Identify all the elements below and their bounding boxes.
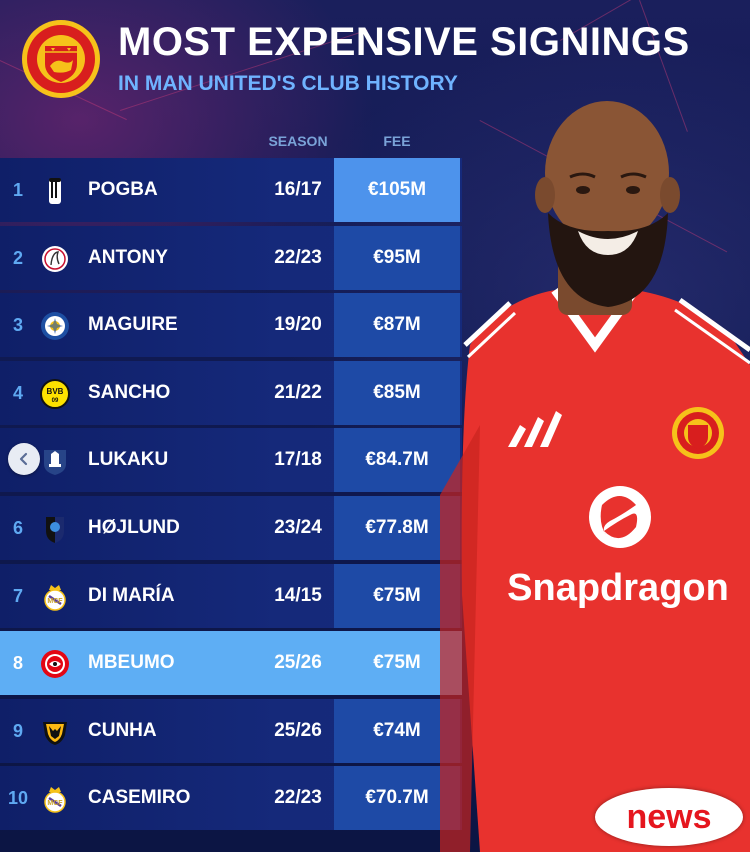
table-row: 2 ANTONY 22/23 €95M bbox=[0, 225, 462, 290]
brentford-badge-icon bbox=[41, 650, 69, 679]
season-value: 23/24 bbox=[274, 516, 322, 538]
svg-text:MCF: MCF bbox=[47, 598, 63, 605]
svg-text:MCF: MCF bbox=[47, 800, 63, 807]
player-photo: Snapdragon bbox=[440, 101, 750, 852]
fee-value: €87M bbox=[334, 293, 460, 358]
back-button[interactable] bbox=[8, 443, 40, 475]
fee-value: €95M bbox=[334, 225, 460, 290]
season-value: 14/15 bbox=[274, 584, 322, 606]
rank-number: 8 bbox=[12, 653, 23, 674]
season-value: 22/23 bbox=[274, 246, 322, 268]
table-row: 9 CUNHA 25/26 €74M bbox=[0, 698, 462, 763]
table-row: 1 POGBA 16/17 €105M bbox=[0, 158, 462, 222]
ajax-badge-icon bbox=[42, 245, 68, 272]
real-madrid-badge-icon: MCF bbox=[44, 787, 66, 814]
table-row: 4 BVB 09 SANCHO 21/22 €85M bbox=[0, 360, 462, 425]
manchester-united-crest-icon bbox=[22, 20, 100, 98]
leicester-badge-icon bbox=[41, 312, 69, 341]
adidas-logo-icon bbox=[508, 411, 562, 447]
svg-text:09: 09 bbox=[52, 398, 59, 404]
everton-badge-icon bbox=[44, 450, 66, 476]
table-row: 3 MAGUIRE 19/20 €87M bbox=[0, 293, 462, 358]
shirt-crest-icon bbox=[672, 407, 724, 459]
sponsor-text: Snapdragon bbox=[507, 567, 729, 609]
player-name: POGBA bbox=[88, 179, 158, 200]
atalanta-badge-icon bbox=[46, 516, 64, 543]
rank-number: 9 bbox=[12, 720, 23, 741]
table-row-highlighted: 8 MBEUMO 25/26 €75M bbox=[0, 631, 462, 696]
player-name: HØJLUND bbox=[88, 516, 180, 538]
player-name: SANCHO bbox=[88, 381, 171, 403]
rank-number: 4 bbox=[12, 382, 23, 403]
table-row: 7 MCF DI MARÍA 14/15 €75M bbox=[0, 563, 462, 628]
page-title: MOST EXPENSIVE SIGNINGS bbox=[118, 20, 690, 64]
season-value: 25/26 bbox=[274, 652, 322, 674]
table-row: 6 HØJLUND 23/24 €77.8M bbox=[0, 495, 462, 560]
fee-value: €84.7M bbox=[334, 428, 460, 493]
season-value: 25/26 bbox=[274, 719, 322, 741]
rank-number: 10 bbox=[7, 788, 29, 809]
fee-value: €75M bbox=[334, 631, 460, 696]
wolves-badge-icon bbox=[43, 721, 67, 745]
svg-text:BVB: BVB bbox=[47, 387, 64, 396]
season-value: 16/17 bbox=[274, 179, 322, 200]
season-value: 19/20 bbox=[274, 314, 322, 336]
player-name: DI MARÍA bbox=[88, 584, 175, 606]
player-name: MAGUIRE bbox=[88, 314, 178, 336]
season-value: 22/23 bbox=[274, 787, 322, 809]
player-name: CUNHA bbox=[88, 719, 157, 741]
column-header-fee: FEE bbox=[383, 133, 411, 149]
rank-number: 6 bbox=[12, 517, 23, 538]
fee-value: €85M bbox=[334, 360, 460, 425]
rank-number: 2 bbox=[12, 247, 23, 268]
column-header-season: SEASON bbox=[268, 133, 328, 149]
season-value: 21/22 bbox=[274, 381, 322, 403]
signings-table: 1 POGBA 16/17 €105M 2 ANTONY 22/23 €95M bbox=[0, 158, 462, 834]
juventus-badge-icon bbox=[49, 178, 61, 204]
fee-value: €77.8M bbox=[334, 495, 460, 560]
rank-number: 3 bbox=[12, 315, 23, 336]
season-value: 17/18 bbox=[274, 449, 322, 471]
fee-value: €75M bbox=[334, 563, 460, 628]
fee-value: €70.7M bbox=[334, 766, 460, 831]
snapdragon-logo-icon bbox=[589, 486, 651, 548]
player-name: LUKAKU bbox=[88, 449, 169, 471]
player-name: ANTONY bbox=[88, 246, 168, 268]
dortmund-badge-icon: BVB 09 bbox=[40, 378, 70, 409]
rank-number: 7 bbox=[12, 585, 23, 606]
table-row: LUKAKU 17/18 €84.7M bbox=[0, 428, 462, 493]
player-name: CASEMIRO bbox=[88, 787, 191, 809]
table-row: 10 MCF CASEMIRO 22/23 €70.7M bbox=[0, 766, 462, 831]
fee-value: €105M bbox=[334, 158, 460, 222]
rank-number: 1 bbox=[12, 180, 23, 200]
chevron-left-icon bbox=[19, 452, 28, 466]
page-subtitle: IN MAN UNITED'S CLUB HISTORY bbox=[118, 72, 458, 95]
real-madrid-badge-icon: MCF bbox=[44, 584, 66, 611]
player-name: MBEUMO bbox=[88, 652, 175, 674]
news-badge: news bbox=[595, 788, 743, 846]
fee-value: €74M bbox=[334, 698, 460, 763]
